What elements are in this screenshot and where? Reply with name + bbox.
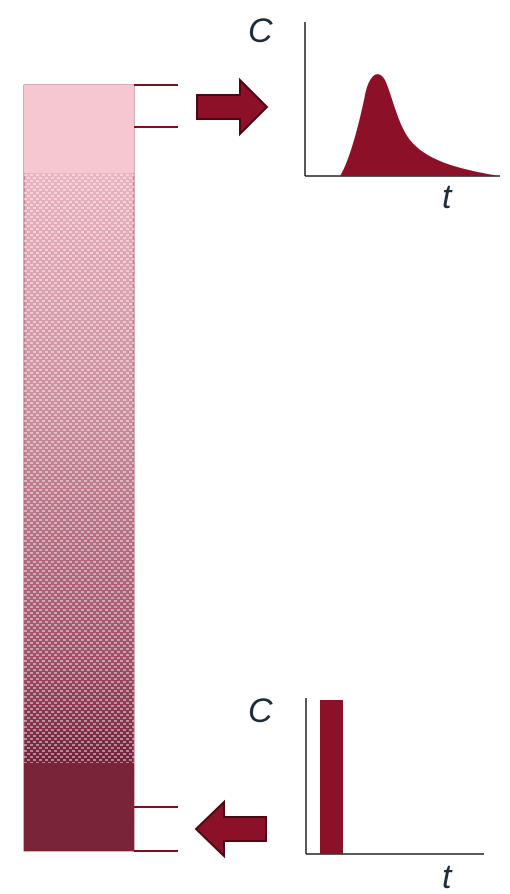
column bbox=[23, 84, 135, 852]
bottom-plot-y-label: C bbox=[248, 692, 273, 730]
bottom-plot-x-label: t bbox=[442, 858, 453, 894]
inlet-tube bbox=[134, 806, 178, 852]
column-packing-dither bbox=[24, 173, 134, 763]
column-bottom-zone bbox=[24, 763, 134, 851]
outlet-tube bbox=[134, 84, 178, 128]
top-plot: C t bbox=[248, 12, 500, 216]
top-plot-x-label: t bbox=[442, 178, 453, 216]
top-plot-peak bbox=[340, 74, 500, 176]
column-top-zone bbox=[24, 85, 134, 173]
arrow-left-icon bbox=[194, 799, 267, 859]
bottom-plot: C t bbox=[248, 692, 484, 894]
bottom-plot-pulse bbox=[320, 700, 343, 854]
arrow-right-icon bbox=[196, 77, 269, 137]
top-plot-y-label: C bbox=[248, 12, 273, 50]
